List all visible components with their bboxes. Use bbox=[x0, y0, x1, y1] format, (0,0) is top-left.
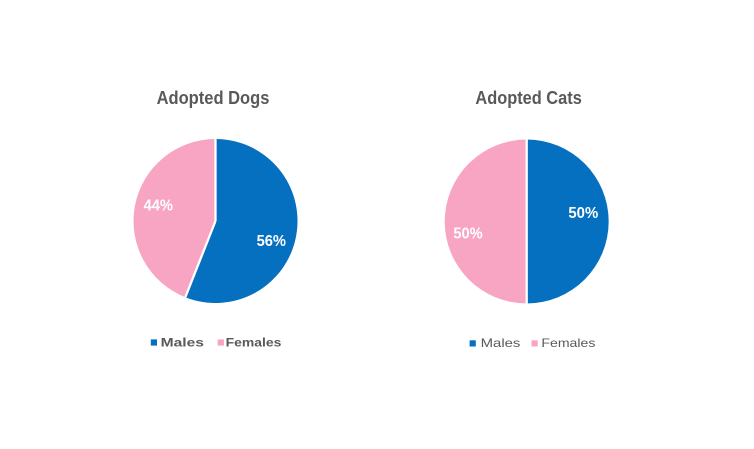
svg-text:56%: 56% bbox=[257, 233, 287, 250]
svg-text:Females: Females bbox=[541, 336, 595, 350]
svg-text:50%: 50% bbox=[453, 226, 483, 243]
svg-text:Males: Males bbox=[161, 336, 205, 350]
svg-text:Females: Females bbox=[226, 336, 282, 350]
svg-text:50%: 50% bbox=[568, 205, 598, 222]
svg-text:Adopted Dogs: Adopted Dogs bbox=[157, 88, 270, 108]
svg-text:Males: Males bbox=[481, 336, 521, 350]
svg-text:Adopted Cats: Adopted Cats bbox=[475, 88, 581, 108]
svg-text:44%: 44% bbox=[144, 198, 174, 215]
